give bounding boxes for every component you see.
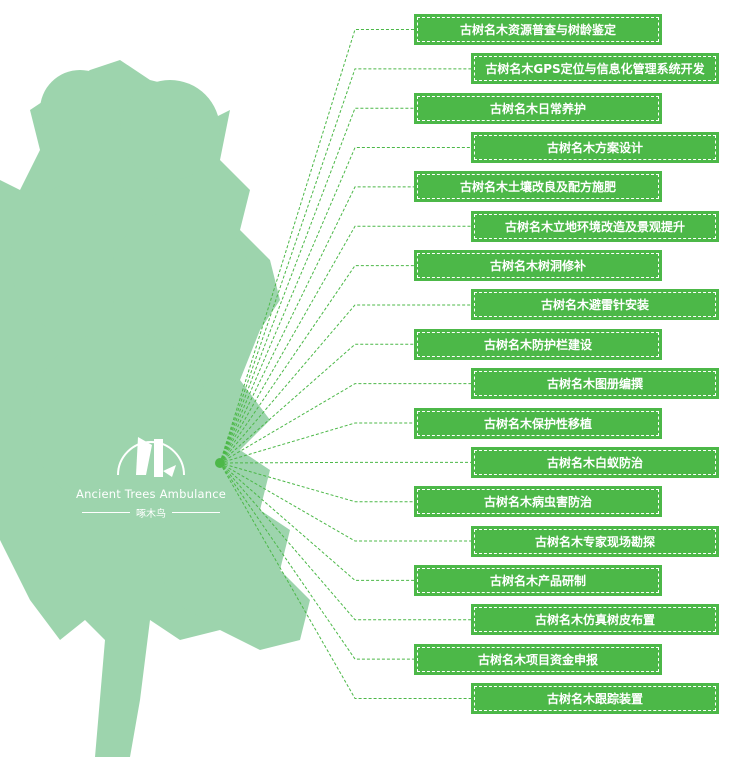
service-box: 古树名木GPS定位与信息化管理系统开发 <box>471 53 719 85</box>
service-box: 古树名木树洞修补 <box>414 250 662 282</box>
tree-silhouette <box>0 60 310 757</box>
service-label: 古树名木图册编撰 <box>474 371 716 397</box>
connector-lines <box>219 29 471 699</box>
service-box: 古树名木方案设计 <box>471 132 719 164</box>
service-box: 古树名木立地环境改造及景观提升 <box>471 210 719 242</box>
service-label: 古树名木方案设计 <box>474 135 716 161</box>
service-label: 古树名木白蚁防治 <box>474 449 716 475</box>
connector-line <box>219 462 414 660</box>
service-box: 古树名木仿真树皮布置 <box>471 604 719 636</box>
service-label: 古树名木立地环境改造及景观提升 <box>474 213 716 239</box>
service-box: 古树名木跟踪装置 <box>471 682 719 714</box>
service-label: 古树名木产品研制 <box>417 567 659 593</box>
service-label: 古树名木GPS定位与信息化管理系统开发 <box>474 56 716 82</box>
service-box: 古树名木防护栏建设 <box>414 328 662 360</box>
connector-line <box>219 29 414 464</box>
service-box: 古树名木避雷针安装 <box>471 289 719 321</box>
connector-line <box>219 186 414 464</box>
connector-line <box>219 462 471 542</box>
service-box: 古树名木保护性移植 <box>414 407 662 439</box>
service-box: 古树名木专家现场勘探 <box>471 525 719 557</box>
connector-line <box>219 383 471 464</box>
service-label: 古树名木避雷针安装 <box>474 292 716 318</box>
hub-dot <box>215 458 225 468</box>
connector-line <box>219 422 414 464</box>
logo-english-text: Ancient Trees Ambulance <box>76 487 226 501</box>
service-label: 古树名木资源普查与树龄鉴定 <box>417 17 659 42</box>
service-label: 古树名木土壤改良及配方施肥 <box>417 174 659 200</box>
service-label: 古树名木保护性移植 <box>417 410 659 436</box>
service-label: 古树名木日常养护 <box>417 95 659 121</box>
connector-line <box>219 107 414 464</box>
service-label: 古树名木跟踪装置 <box>474 685 716 711</box>
service-label: 古树名木树洞修补 <box>417 253 659 279</box>
service-box: 古树名木资源普查与树龄鉴定 <box>414 14 662 45</box>
service-label: 古树名木仿真树皮布置 <box>474 607 716 633</box>
service-box: 古树名木病虫害防治 <box>414 486 662 518</box>
connector-line <box>219 462 414 503</box>
service-box: 古树名木产品研制 <box>414 564 662 596</box>
service-box: 古树名木土壤改良及配方施肥 <box>414 171 662 203</box>
service-box: 古树名木图册编撰 <box>471 368 719 400</box>
connector-line <box>219 68 471 464</box>
service-box: 古树名木项目资金申报 <box>414 643 662 675</box>
connector-line <box>219 461 471 464</box>
service-box: 古树名木日常养护 <box>414 92 662 124</box>
service-label: 古树名木防护栏建设 <box>417 331 659 357</box>
service-label: 古树名木病虫害防治 <box>417 489 659 515</box>
connector-line <box>219 462 471 699</box>
service-box: 古树名木白蚁防治 <box>471 446 719 478</box>
logo: Ancient Trees Ambulance 啄木鸟 <box>66 425 236 520</box>
service-label: 古树名木项目资金申报 <box>417 646 659 672</box>
service-label: 古树名木专家现场勘探 <box>474 528 716 554</box>
connector-line <box>219 304 471 464</box>
connector-line <box>219 462 471 621</box>
connector-line <box>219 225 471 464</box>
logo-chinese-text: 啄木鸟 <box>66 505 236 520</box>
connector-line <box>219 147 471 464</box>
woodpecker-on-tree-icon <box>117 437 185 477</box>
